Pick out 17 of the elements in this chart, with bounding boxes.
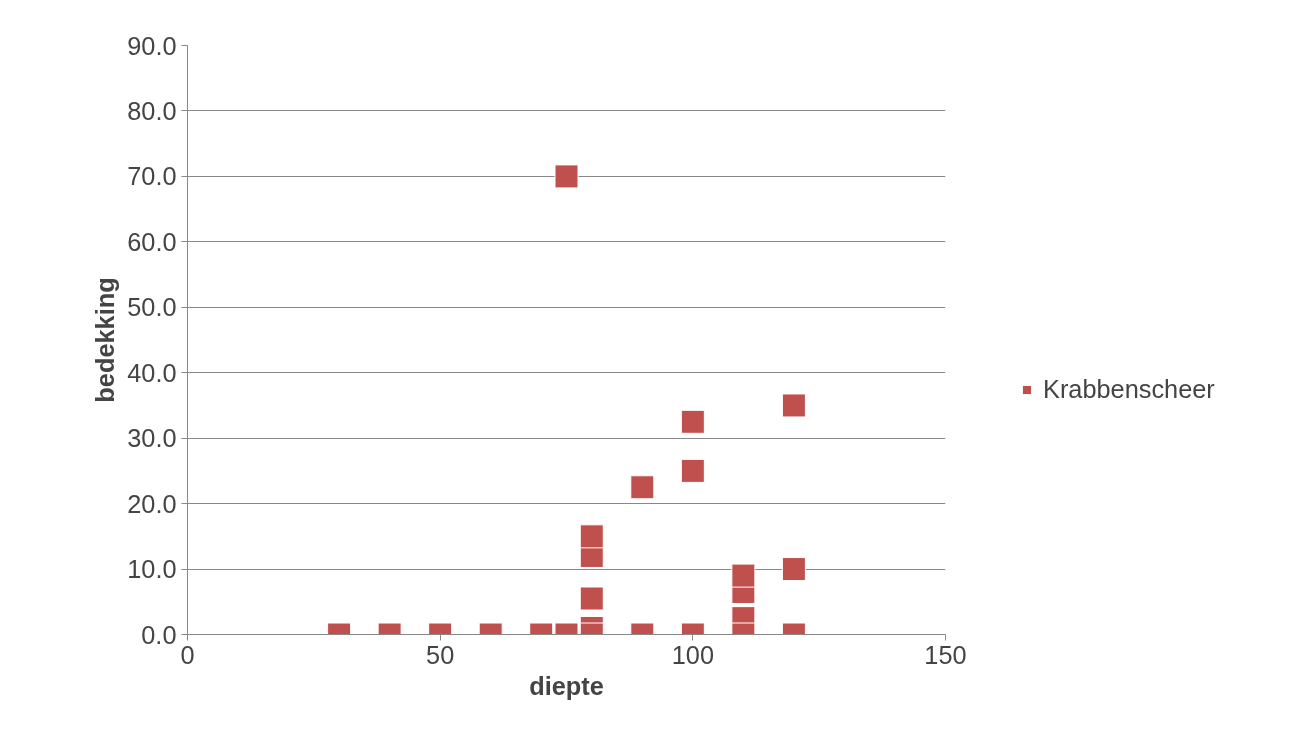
legend-label: Krabbenscheer [1043,375,1215,404]
x-tick-label: 100 [671,640,714,669]
x-tick-label: 50 [426,640,455,669]
x-tick-label: 0 [180,640,195,669]
y-tick-label: 50.0 [127,293,177,322]
x-tick-label: 150 [924,640,967,669]
y-axis-title: bedekking [91,277,120,403]
y-tick-label: 70.0 [127,162,177,191]
y-tick-label: 80.0 [127,96,177,125]
y-tick-label: 40.0 [127,358,177,387]
y-tick-label: 10.0 [127,555,177,584]
y-tick-label: 60.0 [127,227,177,256]
y-tick-label: 0.0 [141,620,177,649]
y-tick-label: 30.0 [127,424,177,453]
x-axis-title: diepte [529,671,604,700]
y-tick-label: 20.0 [127,489,177,518]
y-tick-label: 90.0 [127,31,177,60]
